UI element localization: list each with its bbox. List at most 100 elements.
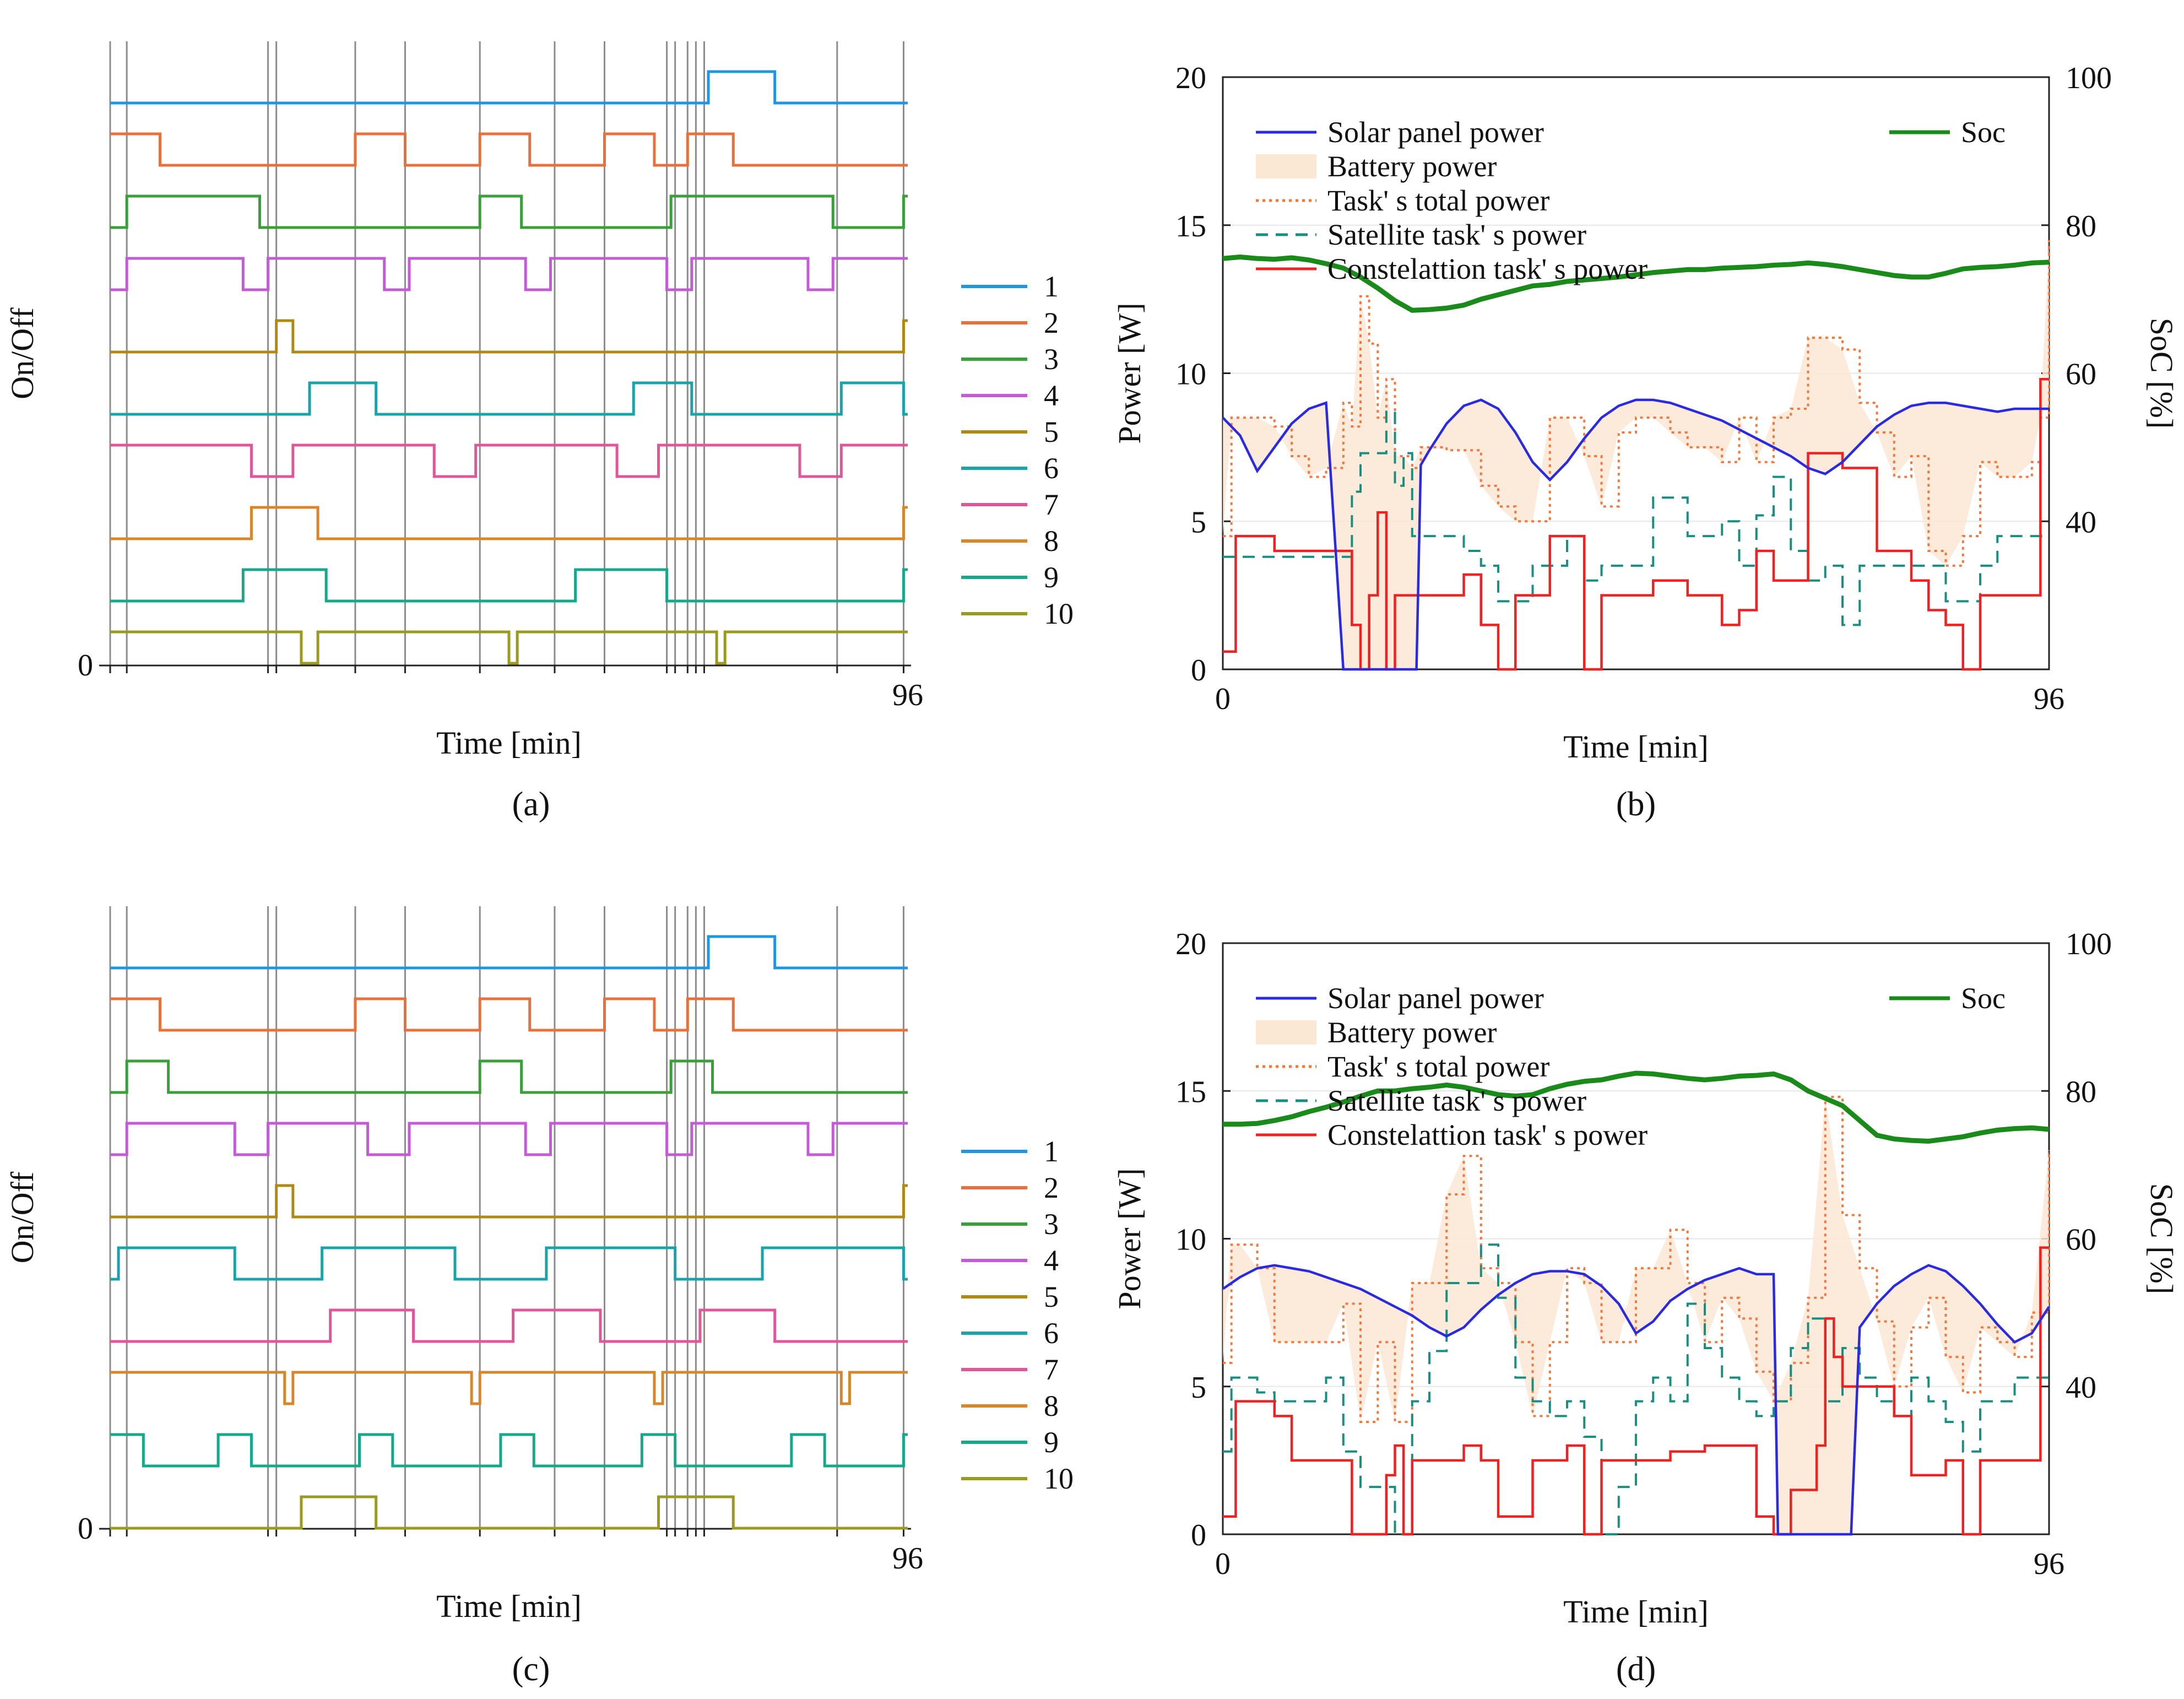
legend-label: Solar panel power: [1327, 116, 1544, 149]
legend-label-2: 2: [1044, 1171, 1059, 1204]
series-7-line: [110, 1308, 908, 1343]
y-right-axis-label: SoC [%]: [2144, 318, 2180, 429]
legend-label: Constelattion task' s power: [1327, 1118, 1648, 1151]
legend-label-5: 5: [1044, 1280, 1059, 1313]
legend-label-6: 6: [1044, 452, 1059, 485]
x-tick-label: 0: [1215, 682, 1231, 716]
panel-c: 12 345 678 910 0 96 On/Off Time [min] (c): [4, 906, 1074, 1688]
panel-b: 0 5 10 15 20 40 60 80 100 0 96 Solar panel powerBat…: [1112, 61, 2180, 823]
x-tick-label: 96: [2034, 1547, 2064, 1581]
y-tick-label: 10: [1175, 1223, 1206, 1257]
y-right-tick-label: 60: [2066, 1223, 2096, 1257]
x-tick-label: 96: [2034, 682, 2064, 716]
x-axis-label: Time [min]: [1563, 729, 1709, 765]
x-tick-label: 0: [1215, 1547, 1231, 1581]
battery-power-area: [1223, 240, 2049, 669]
y-axis-label: Power [W]: [1112, 1168, 1147, 1309]
legend-label-7: 7: [1044, 1353, 1059, 1386]
legend-label-soc: Soc: [1961, 116, 2006, 149]
series-2-line: [110, 997, 908, 1032]
series-3-line: [110, 194, 908, 229]
series-6-line: [110, 1246, 908, 1281]
y-right-tick-label: 80: [2066, 209, 2096, 244]
y-tick-label: 5: [1191, 1371, 1206, 1405]
legend-label: Battery power: [1327, 1016, 1497, 1049]
series-4-line: [110, 1122, 908, 1156]
x-tick-label: 96: [892, 1541, 923, 1576]
legend-label-8: 8: [1044, 524, 1059, 558]
y-axis-label: On/Off: [4, 307, 40, 399]
y-axis-label: Power [W]: [1112, 302, 1147, 443]
legend-label: Battery power: [1327, 150, 1497, 183]
y-tick-label: 0: [1191, 1518, 1206, 1552]
legend-label-3: 3: [1044, 343, 1059, 376]
x-axis-label: Time [min]: [436, 1588, 582, 1624]
legend-swatch: [1256, 1020, 1316, 1045]
caption: (a): [512, 786, 550, 823]
caption: (b): [1616, 786, 1656, 823]
caption: (c): [512, 1651, 550, 1688]
y-right-tick-label: 60: [2066, 358, 2096, 392]
y-axis-label: On/Off: [4, 1171, 40, 1263]
x-axis-label: Time [min]: [1563, 1594, 1709, 1630]
legend-swatch: [1256, 154, 1316, 178]
legend-label-10: 10: [1044, 1462, 1074, 1495]
series-3-line: [110, 1059, 908, 1094]
y-tick-label: 10: [1175, 358, 1206, 392]
x-axis-label: Time [min]: [436, 725, 582, 761]
y-tick-label: 15: [1175, 1075, 1206, 1109]
legend-label: Task' s total power: [1327, 1050, 1549, 1083]
series-7-line: [110, 443, 908, 478]
constellation-task-power-line: [1223, 1246, 2049, 1536]
legend-label-1: 1: [1044, 1135, 1059, 1168]
y-tick-label: 0: [78, 1512, 93, 1546]
solar-panel-power-line: [1222, 1264, 2050, 1536]
caption: (d): [1616, 1651, 1656, 1688]
legend-label-9: 9: [1044, 1426, 1059, 1459]
legend-label: Satellite task' s power: [1327, 218, 1586, 251]
x-tick-label: 96: [892, 678, 923, 712]
legend-label-7: 7: [1044, 488, 1059, 521]
y-right-tick-label: 40: [2066, 1371, 2096, 1405]
legend-label-2: 2: [1044, 306, 1059, 339]
legend-label-4: 4: [1044, 379, 1059, 412]
series-10-line: [110, 630, 908, 665]
legend-label-6: 6: [1044, 1317, 1059, 1350]
y-right-tick-label: 80: [2066, 1075, 2096, 1109]
task-total-power-line: [1223, 240, 2050, 567]
y-tick-label: 20: [1175, 61, 1206, 95]
series-1-line: [110, 70, 908, 105]
legend-label: Solar panel power: [1327, 982, 1544, 1015]
y-tick-label: 5: [1191, 505, 1206, 539]
legend-label-10: 10: [1044, 597, 1074, 630]
legend-label-4: 4: [1044, 1244, 1059, 1277]
legend-label-soc: Soc: [1961, 982, 2006, 1015]
y-right-axis-label: SoC [%]: [2144, 1183, 2180, 1294]
series-5-line: [110, 1184, 908, 1219]
series-8-line: [110, 1371, 908, 1405]
legend-label-8: 8: [1044, 1389, 1059, 1422]
soc-line: [1222, 255, 2050, 313]
y-tick-label: 0: [78, 648, 93, 683]
solar-panel-power-line: [1222, 398, 2049, 671]
legend-label-9: 9: [1044, 561, 1059, 594]
legend-label-3: 3: [1044, 1208, 1059, 1241]
y-right-tick-label: 100: [2066, 61, 2112, 95]
legend-label: Satellite task' s power: [1327, 1084, 1586, 1117]
constellation-task-power-line: [1223, 378, 2049, 671]
y-tick-label: 15: [1175, 209, 1206, 244]
series-9-line: [110, 568, 908, 603]
series-2-line: [110, 132, 908, 167]
legend-label-1: 1: [1044, 270, 1059, 303]
legend-label-5: 5: [1044, 415, 1059, 448]
series-4-line: [110, 257, 908, 291]
y-tick-label: 0: [1191, 653, 1206, 688]
series-10-line: [110, 1495, 908, 1530]
series-6-line: [110, 381, 908, 416]
y-right-tick-label: 40: [2066, 505, 2096, 539]
panel-d: 0 5 10 15 20 40 60 80 100 0 96 Solar panel powerBat…: [1112, 927, 2180, 1688]
series-8-line: [110, 506, 908, 540]
y-right-tick-label: 100: [2066, 927, 2112, 961]
legend-label: Task' s total power: [1327, 184, 1549, 217]
